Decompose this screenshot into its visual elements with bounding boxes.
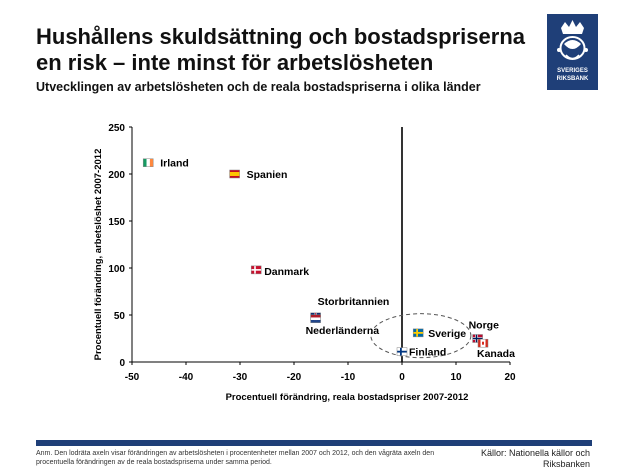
point-label-uk: Storbritannien (318, 296, 390, 308)
x-tick-label: -30 (233, 372, 248, 383)
denmark-flag-icon (250, 265, 262, 275)
ireland-flag-icon (142, 158, 154, 167)
page-subtitle: Utvecklingen av arbetslösheten och de re… (36, 80, 481, 94)
point-label-ireland: Irland (160, 158, 189, 170)
point-label-spain: Spanien (247, 169, 288, 181)
x-tick-label: 20 (504, 372, 516, 383)
footnote: Anm. Den lodräta axeln visar förändringe… (36, 450, 435, 466)
x-tick-label: 0 (399, 372, 405, 383)
sweden-flag-icon (412, 328, 424, 338)
cluster-ellipse (370, 313, 472, 359)
footer-bar (36, 440, 592, 446)
x-tick-label: -10 (341, 372, 356, 383)
point-label-denmark: Danmark (264, 266, 309, 278)
point-label-norway: Norge (469, 320, 499, 332)
y-tick-label: 0 (119, 358, 125, 369)
point-label-canada: Kanada (477, 348, 515, 360)
spain-flag-icon (229, 169, 240, 179)
crown-emblem-icon (557, 20, 588, 60)
point-label-finland: Finland (409, 347, 446, 359)
y-axis-title: Procentuell förändring, arbetslöshet 200… (93, 149, 104, 361)
y-tick-label: 250 (108, 123, 125, 134)
finland-flag-icon (396, 347, 408, 356)
logo-line-2: RIKSBANK (556, 76, 589, 82)
y-tick-label: 150 (108, 217, 125, 228)
canada-flag-icon (477, 338, 489, 348)
x-axis-title: Procentuell förändring, reala bostadspri… (226, 392, 469, 403)
y-tick-label: 100 (108, 264, 125, 275)
x-tick-label: 10 (450, 372, 462, 383)
norway-flag-icon (472, 334, 483, 343)
riksbank-logo: SVERIGES RIKSBANK (547, 14, 598, 90)
netherlands-flag-icon (310, 314, 321, 324)
x-tick-label: -50 (125, 372, 140, 383)
y-tick-label: 200 (108, 170, 125, 181)
point-label-sweden: Sverige (428, 328, 466, 340)
source-note: Källor: Nationella källor och Riksbanken (480, 448, 590, 469)
x-tick-label: -40 (179, 372, 194, 383)
x-tick-label: -20 (287, 372, 302, 383)
y-tick-label: 50 (114, 311, 126, 322)
point-label-netherlands: Nederländerna (306, 325, 380, 337)
logo-line-1: SVERIGES (557, 68, 588, 74)
page-title: Hushållens skuldsättning och bostadspris… (36, 24, 525, 75)
